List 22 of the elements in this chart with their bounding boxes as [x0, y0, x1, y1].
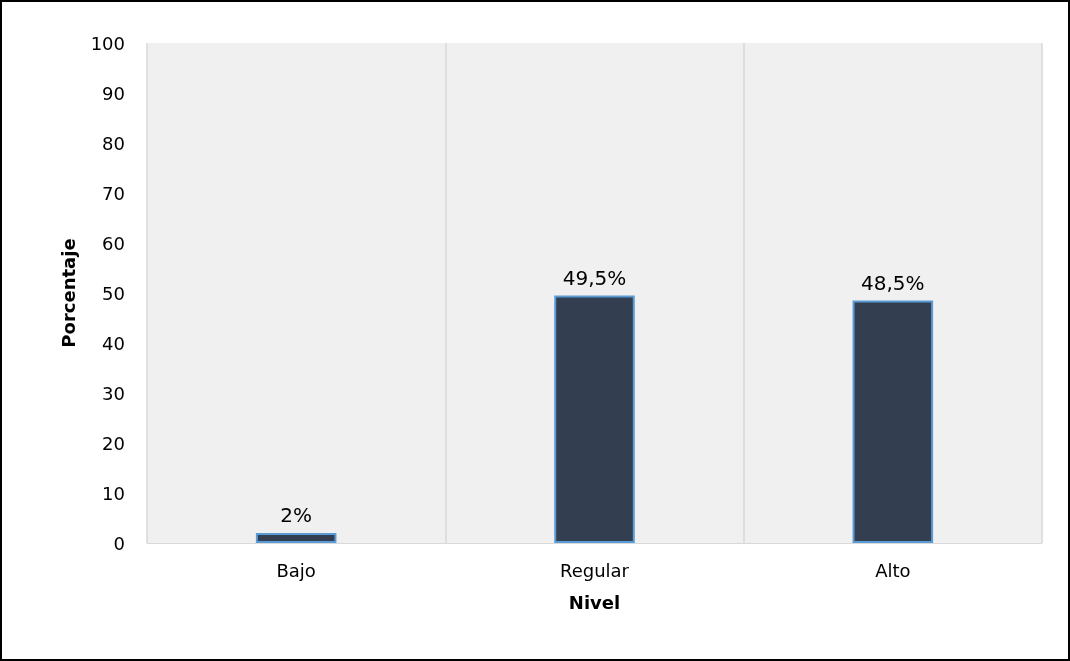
y-tick-label: 70: [102, 182, 125, 204]
bar: [554, 295, 635, 543]
x-tick-label: Alto: [875, 559, 911, 581]
y-tick-label: 80: [102, 132, 125, 154]
x-tick-label: Regular: [559, 559, 630, 581]
data-label: 48,5%: [861, 270, 925, 295]
y-tick-label: 50: [102, 282, 125, 304]
x-axis-title: Nivel: [568, 591, 621, 613]
y-tick-label: 10: [102, 482, 125, 504]
data-label: 2%: [280, 503, 313, 527]
y-tick-label: 40: [102, 332, 125, 354]
y-axis-title: Porcentaje: [57, 238, 79, 348]
y-tick-label: 100: [90, 32, 125, 54]
y-tick-label: 90: [102, 82, 125, 104]
bar: [852, 300, 934, 543]
x-tick-label: Bajo: [276, 559, 316, 581]
data-label: 49,5%: [562, 265, 627, 290]
y-tick-label: 20: [102, 432, 125, 454]
bar: [255, 533, 337, 543]
y-tick-label: 0: [113, 532, 125, 554]
y-tick-label: 60: [102, 232, 125, 254]
y-tick-label: 30: [102, 382, 125, 404]
